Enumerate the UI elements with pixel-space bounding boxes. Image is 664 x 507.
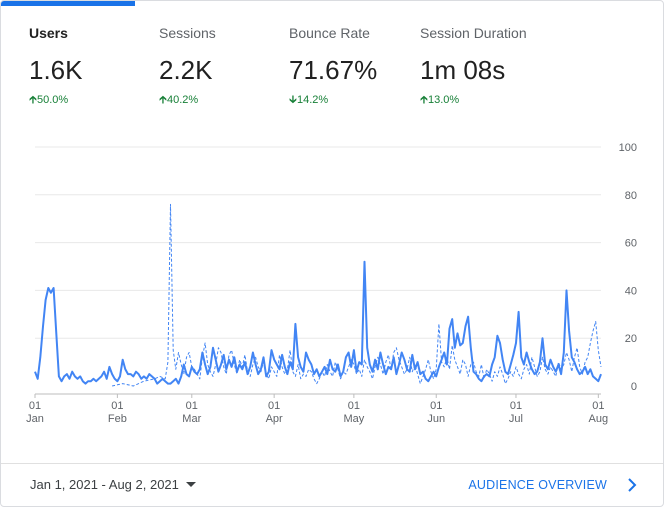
active-tab-indicator: [1, 1, 135, 6]
metric-change-value: 13.0%: [428, 94, 460, 106]
y-tick-label: 60: [625, 238, 637, 250]
x-tick-label-month: Jan: [26, 413, 44, 425]
y-tick-label: 80: [625, 190, 637, 202]
metric-change: 🡱40.2%: [159, 91, 284, 110]
x-tick-label-day: 01: [268, 400, 280, 412]
metric-value: 1m 08s: [420, 55, 506, 85]
metric-label: Bounce Rate: [289, 25, 370, 41]
metric-tab-session-duration[interactable]: Session Duration 1m 08s 🡱13.0%: [420, 25, 545, 110]
metric-change: 🡱50.0%: [29, 91, 154, 110]
card-footer: Jan 1, 2021 - Aug 2, 2021 AUDIENCE OVERV…: [1, 463, 663, 506]
y-tick-label: 20: [625, 333, 637, 345]
date-range-selector[interactable]: Jan 1, 2021 - Aug 2, 2021: [30, 477, 196, 492]
metric-change: 🡳14.2%: [289, 91, 414, 110]
x-tick-label-month: Jun: [427, 413, 445, 425]
metric-tab-bounce-rate[interactable]: Bounce Rate 71.67% 🡳14.2%: [289, 25, 414, 110]
y-tick-label: 100: [619, 142, 637, 154]
x-tick-label-month: Feb: [108, 413, 127, 425]
metric-change-value: 50.0%: [37, 94, 69, 106]
x-tick-label-month: May: [343, 413, 364, 425]
x-tick-label-month: Aug: [589, 413, 609, 425]
x-tick-label-day: 01: [592, 400, 604, 412]
audience-overview-link[interactable]: AUDIENCE OVERVIEW: [468, 478, 607, 492]
x-tick-label-day: 01: [111, 400, 123, 412]
metric-value: 2.2K: [159, 55, 213, 85]
metric-change: 🡱13.0%: [420, 91, 545, 110]
metric-value: 71.67%: [289, 55, 378, 85]
metric-label: Session Duration: [420, 25, 527, 41]
x-tick-label-day: 01: [348, 400, 360, 412]
y-tick-label: 0: [631, 381, 637, 393]
arrow-up-icon: 🡱: [420, 94, 428, 106]
arrow-up-icon: 🡱: [159, 94, 167, 106]
metric-change-value: 40.2%: [167, 94, 199, 106]
x-tick-label-day: 01: [29, 400, 41, 412]
y-tick-label: 40: [625, 285, 637, 297]
date-range-label: Jan 1, 2021 - Aug 2, 2021: [30, 477, 179, 492]
metric-value: 1.6K: [29, 55, 83, 85]
metric-label: Sessions: [159, 25, 216, 41]
x-tick-label-day: 01: [186, 400, 198, 412]
series-users-line: [34, 260, 602, 385]
metric-tab-sessions[interactable]: Sessions 2.2K 🡱40.2%: [159, 25, 284, 110]
metric-tab-users[interactable]: Users 1.6K 🡱50.0%: [29, 25, 154, 110]
x-tick-label-month: Jul: [509, 413, 523, 425]
users-line-chart: 02040608010001Jan01Feb01Mar01Apr01May01J…: [26, 142, 637, 425]
series-previous-period-line: [111, 203, 602, 387]
arrow-up-icon: 🡱: [29, 94, 37, 106]
x-tick-label-month: Mar: [182, 413, 201, 425]
metric-label: Users: [29, 25, 68, 41]
x-tick-label-month: Apr: [266, 413, 283, 425]
chevron-right-icon[interactable]: [625, 476, 639, 494]
x-tick-label-day: 01: [430, 400, 442, 412]
caret-down-icon: [185, 482, 196, 487]
metric-change-value: 14.2%: [297, 94, 329, 106]
x-tick-label-day: 01: [510, 400, 522, 412]
arrow-down-icon: 🡳: [289, 94, 297, 106]
